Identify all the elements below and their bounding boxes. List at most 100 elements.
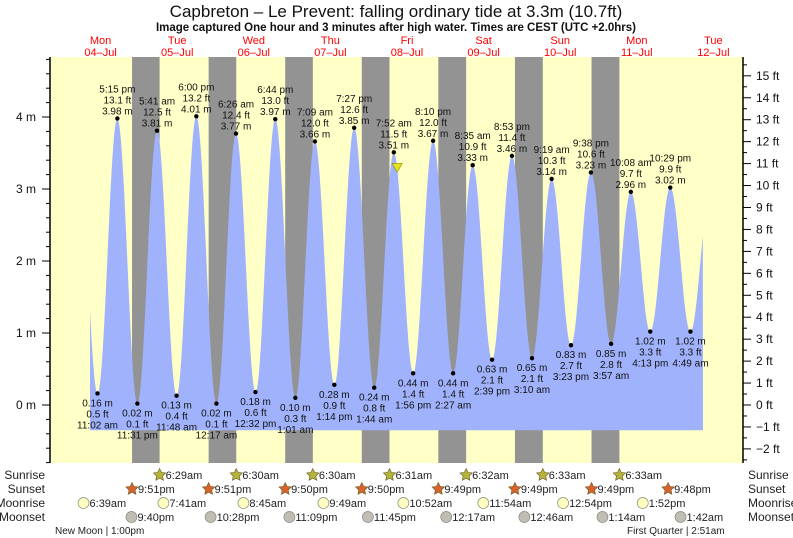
day-weekday-label: Mon — [626, 35, 647, 47]
moonset-circle-icon — [204, 511, 217, 523]
tide-time: 1:44 am — [356, 415, 392, 426]
tide-ft: 1.4 ft — [402, 389, 424, 400]
tide-point — [115, 116, 120, 121]
tide-m: 3.33 m — [457, 153, 488, 164]
moonrise-event: 7:41am — [157, 497, 206, 510]
sunset-event: 9:49pm — [431, 481, 481, 496]
moonrise-circle-icon — [317, 497, 330, 509]
day-date-label: 12–Jul — [697, 47, 729, 59]
right-tick-label: 8 ft — [756, 222, 773, 236]
sunrise-event: 6:33am — [535, 467, 586, 482]
tide-ft: 13.0 ft — [261, 96, 289, 107]
tide-point — [194, 114, 199, 119]
sunset-time: 9:50pm — [368, 484, 405, 496]
tide-ft: 13.1 ft — [103, 95, 131, 106]
sunset-time: 9:50pm — [291, 484, 328, 496]
tide-m: 3.97 m — [260, 107, 291, 118]
tide-m: 3.77 m — [221, 122, 252, 133]
tide-point — [154, 128, 160, 133]
right-tick-label: 9 ft — [756, 200, 773, 214]
sunrise-event: 6:33am — [612, 467, 662, 482]
tide-m: 0.18 m — [240, 397, 271, 408]
moonrise-time: 12:54pm — [569, 498, 612, 510]
tide-point — [608, 341, 614, 346]
tide-time: 10:29 pm — [649, 154, 691, 165]
sunset-time: 9:48pm — [674, 484, 711, 496]
tide-m: 3.02 m — [655, 176, 686, 187]
tide-point — [688, 329, 693, 334]
moonrise-event: 9:49am — [317, 497, 366, 510]
tide-m: 0.16 m — [82, 398, 113, 409]
tide-time: 10:08 am — [610, 158, 652, 169]
moonset-time: 12:46am — [530, 512, 573, 524]
right-tick-label: 3 ft — [756, 332, 773, 346]
sunrise-time: 6:29am — [166, 470, 203, 482]
tide-m: 0.02 m — [201, 409, 232, 420]
right-tick-label: 6 ft — [756, 266, 773, 280]
moonrise-circle-icon — [157, 497, 170, 509]
moonrise-event: 1:52pm — [636, 497, 685, 510]
moonset-circle-icon — [518, 511, 531, 523]
tide-point — [273, 116, 278, 122]
day-date-label: 11–Jul — [621, 47, 653, 59]
tide-ft: 11.5 ft — [380, 129, 407, 140]
sunset-event: 9:51pm — [201, 481, 251, 496]
moonrise-time: 8:45am — [249, 498, 286, 510]
moonset-time: 9:40pm — [137, 512, 174, 524]
tide-ft: 0.1 ft — [126, 420, 148, 431]
right-tick-label: 13 ft — [756, 113, 780, 127]
moonset-circle-icon — [362, 511, 374, 523]
low-tide-label: 0.83 m2.7 ft3:23 pm — [553, 343, 589, 383]
moonset-time: 1:42am — [687, 512, 724, 524]
tide-time: 12:32 pm — [235, 419, 277, 430]
left-tick-label: 1 m — [16, 326, 36, 340]
chart-subtitle: Image captured One hour and 3 minutes af… — [156, 22, 636, 34]
sunset-time: 9:49pm — [598, 484, 635, 496]
tide-point — [293, 395, 298, 400]
tide-time: 7:27 pm — [336, 94, 372, 105]
tide-time: 5:41 am — [139, 97, 175, 108]
low-tide-label: 0.63 m2.1 ft2:39 pm — [474, 357, 510, 398]
moonrise-circle-icon — [77, 497, 90, 509]
tide-ft: 12.6 ft — [340, 105, 368, 116]
tide-point — [628, 189, 634, 195]
tide-time: 6:26 am — [218, 100, 254, 111]
tide-m: 0.13 m — [161, 401, 192, 412]
sunset-event: 9:50pm — [354, 481, 405, 496]
sunset-time: 9:51pm — [138, 484, 175, 496]
tide-time: 2:39 pm — [474, 387, 510, 398]
tide-time: 9:19 am — [534, 145, 570, 156]
sunrise-event: 6:29am — [152, 467, 203, 482]
moonset-circle-icon — [674, 511, 687, 523]
low-tide-label: 1.02 m3.3 ft4:13 pm — [632, 329, 668, 370]
sunrise-star-icon — [152, 467, 167, 481]
tide-m: 0.65 m — [517, 363, 548, 374]
tide-ft: 0.8 ft — [363, 404, 385, 415]
tide-ft: 0.3 ft — [284, 414, 306, 425]
moonrise-event: 6:39am — [77, 497, 126, 510]
moonrise-time: 10:52am — [409, 498, 452, 510]
day-date-label: 09–Jul — [467, 47, 499, 59]
day-date-label: 10–Jul — [544, 47, 576, 59]
tide-point — [351, 125, 357, 130]
low-tide-label: 0.85 m2.8 ft3:57 am — [593, 341, 629, 382]
tide-time: 6:00 pm — [178, 82, 214, 93]
sunset-event: 9:51pm — [125, 481, 175, 496]
sunrise-star-icon — [229, 467, 244, 481]
moonset-time: 10:28pm — [217, 512, 260, 524]
tide-ft: 12.0 ft — [301, 118, 329, 129]
low-tide-label: 0.24 m0.8 ft1:44 am — [356, 385, 392, 426]
sunset-row-label-left: Sunset — [8, 482, 46, 496]
moonrise-circle-icon — [477, 497, 490, 509]
sunrise-event: 6:30am — [306, 467, 356, 482]
moonrise-row-label-right: Moonrise — [748, 496, 793, 510]
sunset-star-icon — [584, 481, 599, 495]
moonset-event: 11:45pm — [362, 511, 416, 524]
sunrise-star-icon — [382, 467, 397, 481]
sunset-row-label-right: Sunset — [748, 482, 786, 496]
